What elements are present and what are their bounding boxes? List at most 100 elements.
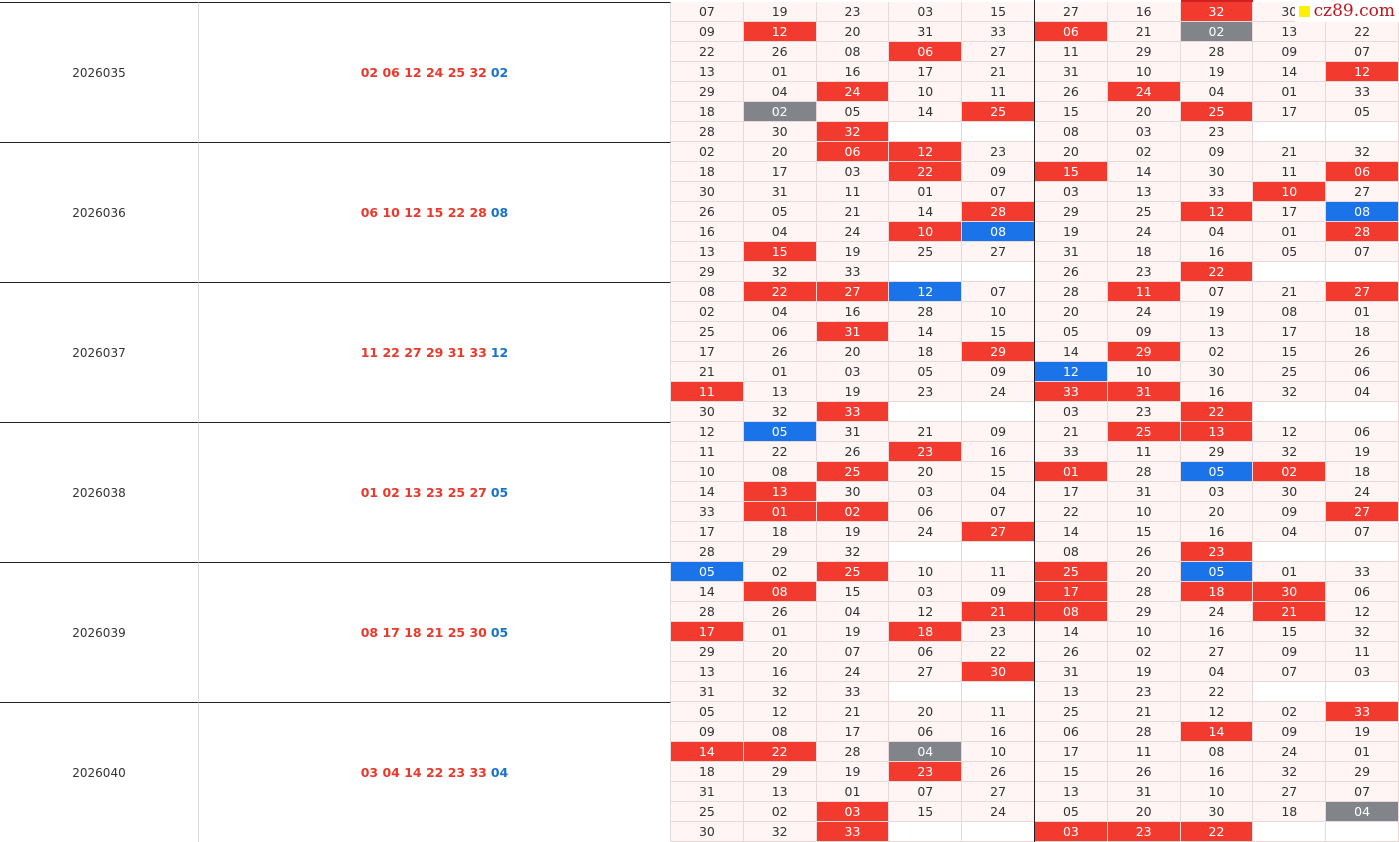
number-cell: 32 [1253,382,1327,402]
number-cell: 33 [816,262,890,282]
highlight-cell: 06 [889,42,963,62]
number-cell: 33 [671,502,744,522]
highlight-cell: 13 [1180,422,1254,442]
highlight-cell: 11 [1107,282,1181,302]
number-cell: 03 [889,482,963,502]
number-cell: 20 [1180,502,1254,522]
number-cell: 13 [1035,682,1108,702]
number-cell: 07 [1326,42,1399,62]
number-cell: 08 [1180,742,1254,762]
number-cell: 21 [1035,422,1108,442]
number-cell: 02 [1107,142,1181,162]
number-cell: 30 [1180,802,1254,822]
number-cell: 08 [1035,122,1108,142]
number-cell: 09 [962,162,1035,182]
number-cell: 32 [743,402,817,422]
highlight-cell: 25 [1180,102,1254,122]
number-cell: 11 [962,702,1035,722]
number-cell: 18 [671,162,744,182]
number-cell: 20 [889,462,963,482]
issue-cell: 2026040 [0,702,199,842]
highlight-cell: 22 [743,742,817,762]
number-cell: 18 [671,762,744,782]
number-cell: 33 [1035,442,1108,462]
number-cell: 26 [671,202,744,222]
divider [1034,0,1035,842]
red-balls: 06 10 12 15 22 28 [360,205,487,220]
number-cell: 03 [889,2,963,22]
number-cell: 32 [1253,762,1327,782]
number-cell: 09 [1253,42,1327,62]
number-cell: 17 [1253,202,1327,222]
number-cell: 22 [671,42,744,62]
number-cell: 14 [1035,622,1108,642]
number-cell: 31 [1035,62,1108,82]
highlight-cell: 12 [889,142,963,162]
highlight-cell: 28 [1326,222,1399,242]
number-cell: 19 [816,242,890,262]
number-cell: 10 [889,82,963,102]
number-cell: 18 [1326,322,1399,342]
number-cell: 29 [1107,42,1181,62]
number-cell: 07 [1326,522,1399,542]
number-cell: 09 [671,722,744,742]
empty-cell [1326,682,1399,702]
number-cell: 07 [962,282,1035,302]
number-cell: 02 [1253,702,1327,722]
number-cell: 19 [816,762,890,782]
number-cell: 18 [1253,802,1327,822]
number-cell: 30 [816,482,890,502]
number-cell: 31 [1107,482,1181,502]
number-cell: 16 [743,662,817,682]
highlight-cell: 04 [1326,802,1399,822]
highlight-cell: 10 [1253,182,1327,202]
highlight-cell: 24 [1107,82,1181,102]
number-cell: 11 [671,442,744,462]
empty-cell [1253,822,1327,842]
highlight-cell: 08 [962,222,1035,242]
number-cell: 06 [889,642,963,662]
number-cell: 31 [671,782,744,802]
number-cell: 15 [962,2,1035,22]
number-cell: 28 [1107,462,1181,482]
number-cell: 14 [1253,62,1327,82]
highlight-cell: 29 [1107,342,1181,362]
empty-cell [889,262,963,282]
number-cell: 33 [1326,562,1399,582]
number-cell: 03 [1107,122,1181,142]
highlight-cell: 14 [1180,722,1254,742]
number-cell: 11 [1253,162,1327,182]
number-cell: 05 [1326,102,1399,122]
number-cell: 16 [1107,2,1181,22]
number-cell: 13 [1035,782,1108,802]
highlight-cell: 05 [1180,562,1254,582]
number-cell: 26 [1035,642,1108,662]
highlight-cell: 18 [1180,582,1254,602]
blue-ball: 02 [490,65,509,80]
number-cell: 16 [962,722,1035,742]
highlight-cell: 23 [889,762,963,782]
number-cell: 25 [1253,362,1327,382]
highlight-cell: 03 [816,802,890,822]
number-cell: 24 [816,222,890,242]
number-cell: 09 [962,362,1035,382]
highlight-cell: 15 [1035,162,1108,182]
empty-cell [1326,822,1399,842]
number-cell: 25 [889,242,963,262]
number-cell: 02 [1107,642,1181,662]
highlight-cell: 05 [743,422,817,442]
highlight-cell: 33 [816,402,890,422]
number-cell: 07 [889,782,963,802]
number-cell: 21 [962,62,1035,82]
number-cell: 18 [889,342,963,362]
highlight-cell: 27 [1326,502,1399,522]
number-cell: 33 [816,682,890,702]
number-cell: 15 [1253,342,1327,362]
number-cell: 32 [743,262,817,282]
empty-cell [1253,682,1327,702]
highlight-cell: 12 [1180,202,1254,222]
number-cell: 29 [1180,442,1254,462]
highlight-cell: 12 [1035,362,1108,382]
number-cell: 26 [1107,762,1181,782]
watermark-text: cz89.com [1313,1,1395,21]
